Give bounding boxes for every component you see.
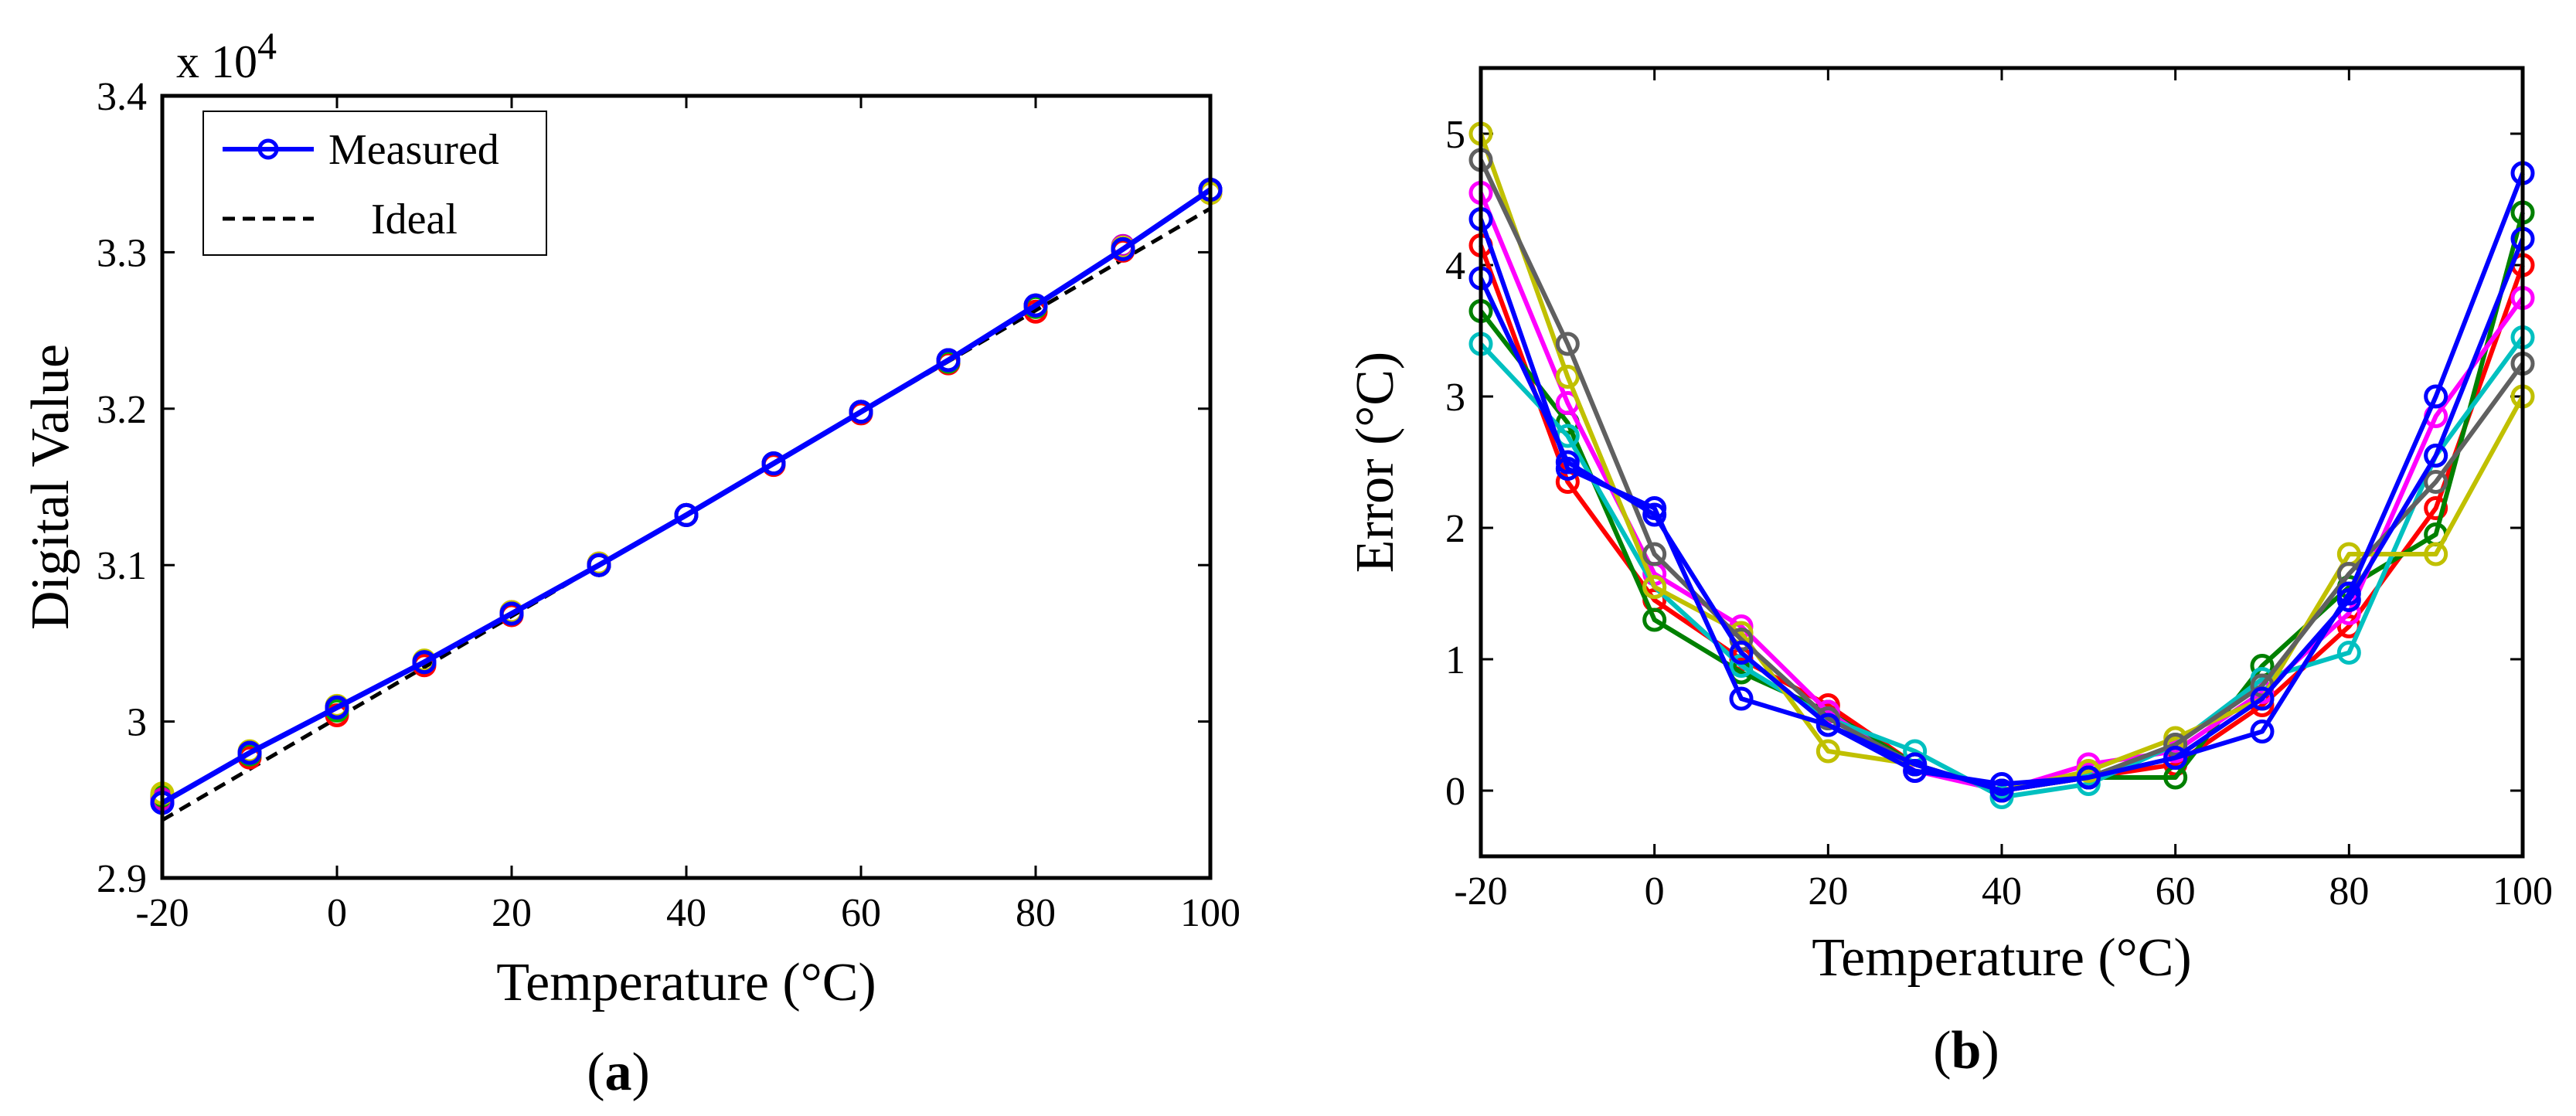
series-line-measured <box>161 187 1212 805</box>
data-point <box>1729 654 1754 678</box>
x-tick-label: 80 <box>2329 869 2369 914</box>
series-line-7 <box>1479 172 2525 787</box>
data-point <box>1815 739 1840 764</box>
x-tick-label: 60 <box>2156 869 2196 914</box>
x-tick-label: 100 <box>1180 891 1240 935</box>
y-tick-label: 2.9 <box>97 857 147 901</box>
data-point <box>1989 778 2014 803</box>
chart-b-y-tick-labels: 0 1 2 3 4 5 <box>1445 113 1465 814</box>
data-point <box>2250 720 2275 743</box>
data-point <box>325 695 349 720</box>
data-point <box>2336 588 2361 612</box>
legend-measured-marker <box>257 138 279 160</box>
y-tick-label: 1 <box>1445 638 1465 682</box>
y-tick-label: 3 <box>127 701 147 745</box>
x-tick-label: 20 <box>1808 869 1848 914</box>
chart-b-caption: (b) <box>1933 1021 1999 1080</box>
data-point <box>936 348 961 373</box>
y-tick-label: 3.1 <box>97 544 147 588</box>
data-point <box>1815 713 1840 737</box>
data-point <box>1555 365 1580 389</box>
data-point <box>2163 746 2188 770</box>
legend-ideal-label: Ideal <box>371 196 458 243</box>
data-point <box>1903 759 1928 783</box>
data-point <box>2424 542 2448 567</box>
x-tick-label: 40 <box>666 891 706 935</box>
chart-a-multiplier: x 104 <box>176 24 277 87</box>
chart-b-plot-frame <box>1479 66 2525 859</box>
data-point <box>1555 450 1580 475</box>
x-tick-label: 20 <box>492 891 532 935</box>
series-line-5 <box>1479 132 2525 793</box>
x-tick-label: -20 <box>135 891 189 935</box>
data-point <box>2076 765 2101 790</box>
chart-a-series-layer <box>150 177 1223 822</box>
x-tick-label: 80 <box>1016 891 1056 935</box>
series-line-8 <box>1479 237 2525 793</box>
data-point <box>674 502 699 527</box>
y-tick-label: 0 <box>1445 770 1465 814</box>
data-point <box>237 740 262 765</box>
data-point <box>1023 293 1048 318</box>
data-point <box>1729 641 1754 665</box>
data-point <box>499 601 524 626</box>
chart-a-legend: Measured Ideal <box>202 111 547 256</box>
data-point <box>2424 470 2448 494</box>
data-point <box>1642 607 1667 632</box>
series-line-3 <box>1479 192 2525 793</box>
data-point <box>1642 542 1667 567</box>
chart-a-y-tick-labels: 2.9 3 3.1 3.2 3.3 3.4 <box>97 75 147 901</box>
data-point <box>2076 772 2101 796</box>
chart-b-y-axis-label: Error (°C) <box>1346 352 1405 573</box>
y-tick-label: 3 <box>1445 376 1465 420</box>
y-tick-label: 4 <box>1445 244 1465 288</box>
data-point <box>412 650 437 675</box>
chart-b-series-layer <box>1468 121 2535 809</box>
data-point <box>587 553 611 577</box>
data-point <box>1642 575 1667 599</box>
x-tick-label: 100 <box>2493 869 2553 914</box>
data-point <box>1111 236 1135 261</box>
data-point <box>1989 772 2014 796</box>
chart-a-x-axis-label: Temperature (°C) <box>496 953 876 1012</box>
data-point <box>2336 641 2361 665</box>
chart-a-caption: (a) <box>587 1043 650 1102</box>
data-point <box>849 400 873 424</box>
y-tick-label: 3.3 <box>97 231 147 275</box>
y-tick-label: 5 <box>1445 113 1465 157</box>
data-point <box>2163 733 2188 757</box>
data-point <box>2424 444 2448 468</box>
x-tick-label: 0 <box>1645 869 1665 914</box>
series-line-6 <box>1479 158 2525 793</box>
chart-a-plot-frame <box>160 94 1213 880</box>
y-tick-label: 3.2 <box>97 388 147 432</box>
data-point <box>1903 752 1928 777</box>
x-tick-label: 60 <box>841 891 881 935</box>
x-tick-label: 40 <box>1982 869 2022 914</box>
legend-measured-label: Measured <box>328 126 499 174</box>
data-point <box>1555 332 1580 356</box>
x-tick-label: -20 <box>1454 869 1507 914</box>
data-point <box>1989 785 2014 809</box>
data-point <box>2424 384 2448 409</box>
chart-b-tick-marks <box>1479 68 2524 856</box>
x-tick-label: 0 <box>327 891 347 935</box>
data-point <box>2076 759 2101 783</box>
y-tick-label: 3.4 <box>97 75 147 119</box>
chart-a-digital-value: -20 0 20 40 60 80 100 2.9 3 3.1 3.2 3.3 3.4 x 104 M… <box>21 24 1240 1102</box>
data-point <box>2250 686 2275 711</box>
y-tick-label: 2 <box>1445 507 1465 551</box>
chart-a-x-tick-labels: -20 0 20 40 60 80 100 <box>135 891 1240 935</box>
chart-b-x-tick-labels: -20 0 20 40 60 80 100 <box>1454 869 2553 914</box>
chart-a-y-axis-label: Digital Value <box>21 344 80 630</box>
data-point <box>1729 686 1754 711</box>
data-point <box>1642 502 1667 527</box>
chart-a-legend-box <box>202 111 547 256</box>
data-point <box>2424 496 2448 520</box>
chart-b-x-axis-label: Temperature (°C) <box>1812 928 2191 988</box>
data-point <box>761 451 786 476</box>
